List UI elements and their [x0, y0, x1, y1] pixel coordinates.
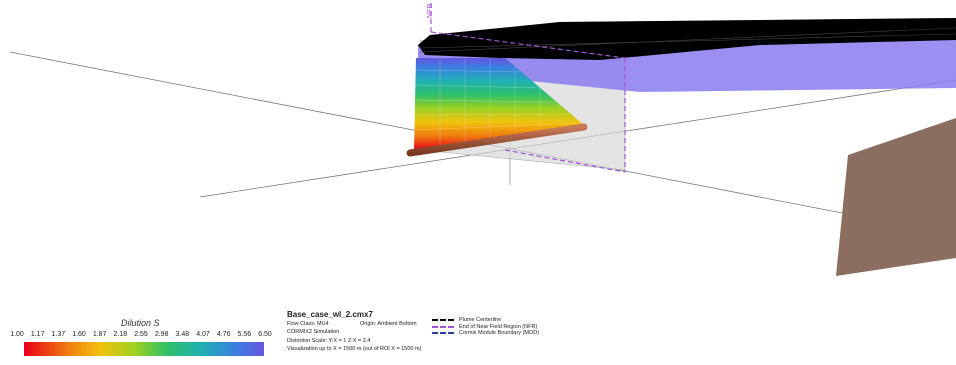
- flow-class: Flow Class: MU4: [287, 321, 329, 327]
- legend-tick-label: 3.48: [175, 331, 190, 338]
- file-name: Base_case_wl_2.cmx7: [287, 310, 373, 319]
- nfr-boundary: [430, 0, 626, 173]
- legend-tick-label: 4.76: [216, 331, 231, 338]
- legend-tick-label: 1.87: [92, 331, 107, 338]
- simulation-label: CORMIX2 Simulation: [287, 329, 340, 336]
- line-key-label: Plume Centerline: [459, 317, 502, 323]
- simulation-info-panel: Base_case_wl_2.cmx7 Flow Class: MU4 Orig…: [287, 310, 421, 353]
- plume-centerline-band: [418, 18, 956, 60]
- legend-tick-label: 6.50: [258, 331, 272, 338]
- line-key-label: Cormix Module Boundary (MOD): [459, 330, 540, 336]
- dashed-line-swatch: [432, 325, 454, 328]
- dashed-line-swatch: [432, 332, 454, 334]
- legend-tick-label: 2.55: [134, 331, 148, 338]
- legend-tick-label: 2.18: [113, 331, 128, 338]
- legend-tick-label: 1.17: [30, 331, 45, 338]
- legend-tick-label: 1.37: [51, 331, 66, 338]
- nfr-marker: NFR: [427, 4, 434, 18]
- legend-tick-label: 1.60: [72, 331, 86, 338]
- visualization-range: Visualization up to X = 1500 m (out of R…: [287, 345, 422, 352]
- plume-mesh-lines: [414, 58, 581, 147]
- plume-3d-viewport[interactable]: NFR: [0, 0, 956, 300]
- legend-tick-label: 2.98: [154, 331, 169, 338]
- distortion-scale: Distortion Scale: Y:X = 1 Z:X = 2.4: [287, 337, 371, 344]
- legend-tick-label: 4.07: [196, 331, 210, 338]
- legend-title: Dilution S: [121, 318, 160, 328]
- legend-tick-label: 5.56: [237, 331, 252, 338]
- origin-label: Origin: Ambient Bottom: [360, 321, 417, 327]
- plume-near-field-dilution: [414, 58, 585, 150]
- diffuser-pipe: [406, 123, 588, 157]
- dilution-colorbar: [24, 342, 264, 356]
- bank-surface: [836, 118, 956, 276]
- line-key-label: End of Near Field Region (NFR): [459, 323, 538, 330]
- legend-tick-label: 1.00: [10, 331, 24, 338]
- dashed-line-swatch: [432, 319, 454, 321]
